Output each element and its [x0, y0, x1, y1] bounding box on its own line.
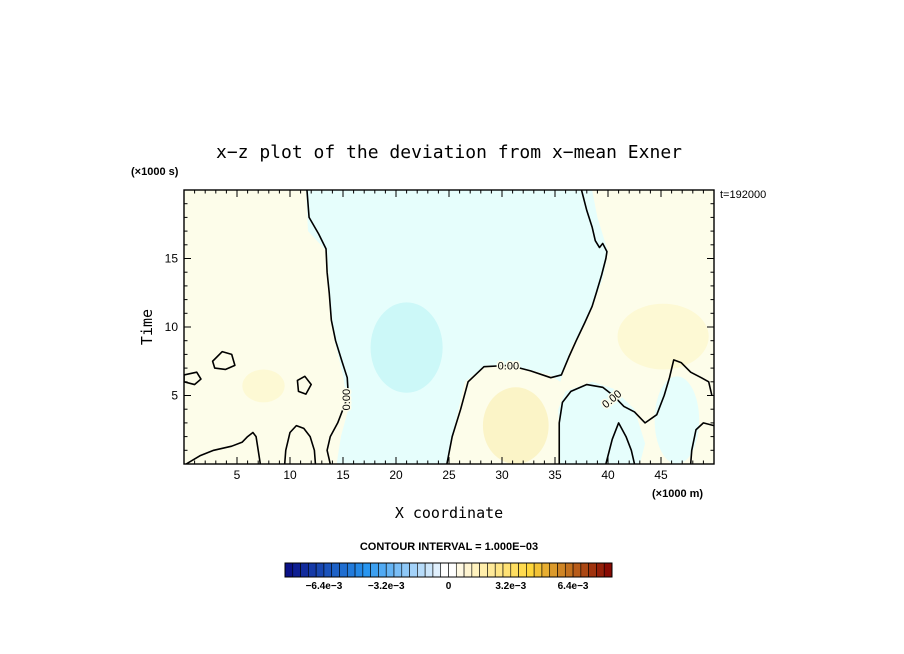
region-lower-right-negative — [558, 381, 646, 464]
x-tick-label: 20 — [389, 468, 403, 482]
zero-contour-line — [605, 422, 636, 464]
y-tick-label: 10 — [165, 320, 179, 334]
colorbar-cell — [424, 562, 434, 578]
colorbar-tick-label: 6.4e−3 — [558, 581, 589, 592]
colorbar-cell — [580, 562, 589, 578]
colorbar-cell — [479, 562, 488, 578]
colorbar-cell — [409, 562, 418, 578]
x-tick-label: 5 — [234, 468, 241, 482]
colorbar-cell — [526, 562, 535, 578]
colorbar-tick-label: −6.4e−3 — [306, 581, 343, 592]
y-unit-label: (×1000 s) — [131, 166, 179, 178]
colorbar-tick-label: 3.2e−3 — [495, 581, 526, 592]
colorbar-cell — [284, 562, 294, 578]
colorbar-cell — [603, 562, 613, 578]
x-tick-label: 25 — [442, 468, 456, 482]
colorbar-cell — [549, 562, 558, 578]
colorbar-cell — [292, 562, 301, 578]
colorbar-cell — [401, 562, 410, 578]
colorbar-cell — [323, 562, 333, 578]
colorbar-cell — [541, 562, 551, 578]
x-tick-label: 35 — [548, 468, 562, 482]
colorbar-cell — [518, 562, 527, 578]
colorbar-cell — [494, 562, 504, 578]
colorbar-cell — [308, 562, 317, 578]
zero-contour-line — [185, 431, 262, 464]
y-tick-label: 15 — [165, 252, 179, 266]
chart-title: x−z plot of the deviation from x−mean Ex… — [216, 142, 682, 163]
x-tick-label: 40 — [601, 468, 615, 482]
colorbar-cell — [417, 562, 426, 578]
zero-contour-line — [558, 359, 713, 464]
colorbar-cell — [510, 562, 519, 578]
region-central-negative-lobe — [305, 190, 608, 464]
region-right-negative — [654, 376, 700, 464]
colorbar-cell — [448, 562, 457, 578]
colorbar-cell — [362, 562, 371, 578]
region-mid-positive — [482, 387, 549, 464]
x-tick-label: 10 — [283, 468, 297, 482]
region-left-positive — [242, 369, 285, 403]
zero-contour-line — [446, 190, 608, 464]
x-unit-label: (×1000 m) — [652, 488, 703, 500]
colorbar-cell — [572, 562, 582, 578]
colorbar-cell — [463, 562, 473, 578]
colorbar-cell — [432, 562, 442, 578]
axes: 5 10 15 20 25 30 35 40 45 5 10 15 — [165, 189, 715, 482]
colorbar-cell — [471, 562, 480, 578]
colorbar-cell — [378, 562, 387, 578]
colorbar-cell — [588, 562, 597, 578]
colorbar-cell — [557, 562, 566, 578]
region-central-minimum — [370, 302, 443, 393]
colorbar-cell — [455, 562, 465, 578]
zero-contour-line — [184, 371, 202, 386]
colorbar-cell — [315, 562, 325, 578]
colorbar-cell — [346, 562, 356, 578]
colorbar-cell — [564, 562, 574, 578]
colorbar-cell — [487, 562, 496, 578]
colorbar: −6.4e−3 −3.2e−3 0 3.2e−3 6.4e−3 — [284, 562, 613, 592]
contour-label: 0.00 — [498, 361, 519, 373]
y-axis-label: Time — [138, 309, 156, 345]
colorbar-cell — [596, 562, 605, 578]
colorbar-cell — [440, 562, 449, 578]
colorbar-frame — [284, 562, 613, 578]
colorbar-cell — [385, 562, 395, 578]
colorbar-cell — [339, 562, 348, 578]
zero-contour-line — [283, 424, 317, 464]
x-axis-label: X coordinate — [395, 504, 503, 522]
colorbar-cell — [370, 562, 379, 578]
colorbar-cell — [300, 562, 309, 578]
x-tick-label: 30 — [495, 468, 509, 482]
region-upper-right-positive — [617, 303, 709, 370]
zero-contour-line — [689, 422, 714, 464]
colorbar-tick-label: −3.2e−3 — [368, 581, 405, 592]
time-label: t=192000 — [720, 189, 766, 201]
contour-interval-label: CONTOUR INTERVAL = 1.000E−03 — [360, 541, 538, 553]
y-tick-label: 5 — [171, 389, 178, 403]
zero-contour-line — [306, 190, 350, 464]
colorbar-cell — [393, 562, 403, 578]
colorbar-tick-label: 0 — [446, 581, 452, 592]
colorbar-cell — [502, 562, 512, 578]
colorbar-cell — [331, 562, 340, 578]
contour-label: 0.00 — [341, 389, 353, 410]
colorbar-cell — [533, 562, 543, 578]
plot-area: 0.000.00 0.00 — [184, 190, 714, 464]
colorbar-cell — [354, 562, 364, 578]
zero-contour-line — [296, 375, 313, 395]
zero-contour-line — [211, 350, 236, 371]
x-tick-label: 15 — [336, 468, 350, 482]
x-tick-label: 45 — [654, 468, 668, 482]
